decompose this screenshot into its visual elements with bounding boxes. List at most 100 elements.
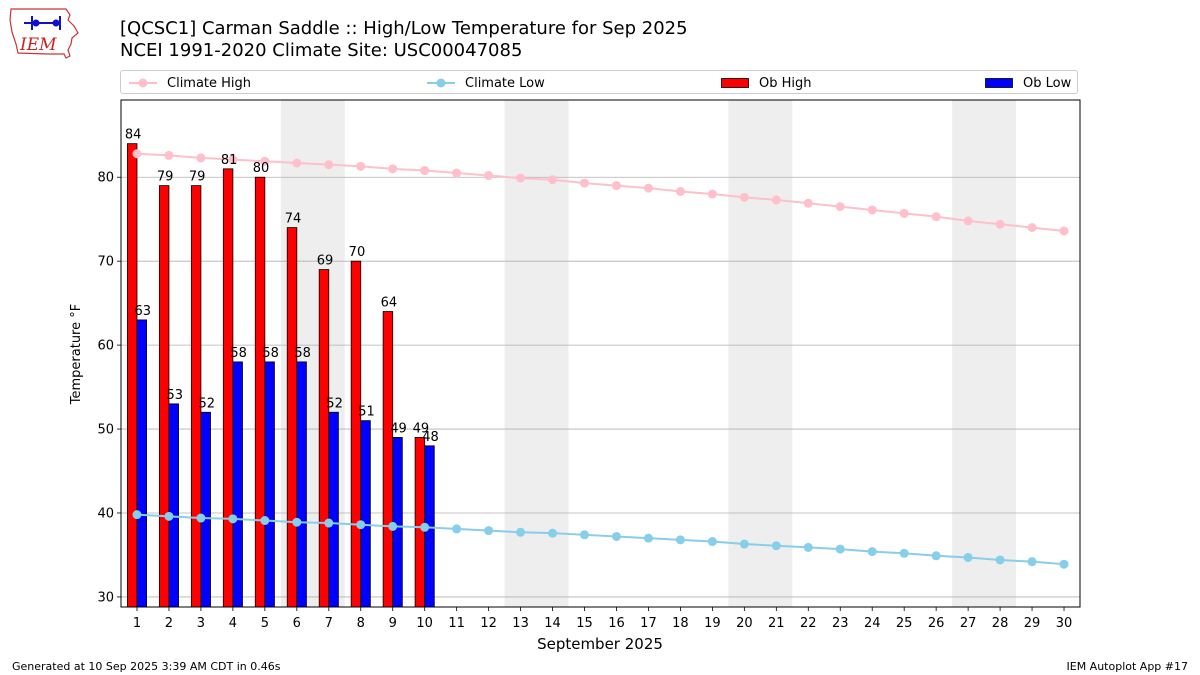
x-tick-label: 16 <box>608 616 625 631</box>
ob-high-bar <box>414 437 426 608</box>
ob-high-value-label: 80 <box>253 161 270 176</box>
climate-low-point <box>228 514 238 524</box>
x-axis-label: September 2025 <box>537 635 663 653</box>
x-tick-label: 21 <box>768 616 785 631</box>
legend-swatch <box>985 78 1013 88</box>
climate-high-point <box>228 155 238 165</box>
x-tick-label: 19 <box>704 616 721 631</box>
ob-high-bar <box>126 143 138 608</box>
climate-high-point <box>132 149 142 159</box>
climate-low-point <box>452 524 462 534</box>
climate-low-point <box>675 535 685 545</box>
climate-high-point <box>931 212 941 222</box>
climate-high-point <box>516 173 526 183</box>
ob-low-bar <box>360 420 371 608</box>
ob-high-value-label: 69 <box>317 254 334 269</box>
ob-high-value-label: 84 <box>125 128 142 143</box>
legend-label: Climate High <box>167 75 252 91</box>
x-tick-label: 5 <box>261 616 269 631</box>
climate-high-point <box>548 175 558 185</box>
ob-low-value-label: 52 <box>326 396 343 411</box>
x-tick-label: 14 <box>544 616 561 631</box>
ob-low-bar <box>200 411 211 608</box>
ob-low-value-label: 58 <box>262 346 279 361</box>
climate-low-point <box>707 537 717 547</box>
x-tick-label: 13 <box>512 616 529 631</box>
climate-high-point <box>963 216 973 226</box>
legend-item-climate-high: Climate High <box>129 74 251 92</box>
x-tick-label: 22 <box>800 616 817 631</box>
logo-text: IEM <box>19 35 57 55</box>
climate-low-point <box>356 520 366 530</box>
x-tick-label: 26 <box>928 616 945 631</box>
ob-low-value-label: 48 <box>422 430 439 445</box>
climate-high-point <box>580 178 590 188</box>
weekend-shade <box>728 100 793 607</box>
climate-high-point <box>1059 226 1069 236</box>
x-tick-label: 15 <box>576 616 593 631</box>
ob-low-bar <box>328 411 339 608</box>
climate-low-point <box>739 539 749 549</box>
x-tick-label: 17 <box>640 616 657 631</box>
ob-low-bar <box>296 361 307 608</box>
chart-subtitle: NCEI 1991-2020 Climate Site: USC00047085 <box>120 40 523 61</box>
weather-station-icon <box>24 16 61 30</box>
ob-high-bar <box>286 227 298 608</box>
climate-high-point <box>1027 223 1037 233</box>
climate-high-point <box>707 189 717 199</box>
climate-high-point <box>356 161 366 171</box>
ob-high-bar <box>382 311 394 608</box>
climate-low-point <box>484 526 494 536</box>
climate-low-point <box>899 548 909 558</box>
climate-low-point <box>548 528 558 538</box>
x-tick-label: 7 <box>325 616 333 631</box>
x-tick-label: 18 <box>672 616 689 631</box>
app-credit: IEM Autoplot App #17 <box>1066 660 1189 673</box>
ob-high-bar <box>222 168 234 608</box>
ob-low-value-label: 49 <box>390 421 407 436</box>
legend-swatch <box>721 78 749 88</box>
legend-item-ob-high: Ob High <box>721 74 812 92</box>
climate-high-line <box>136 152 1065 232</box>
climate-high-point <box>324 160 334 170</box>
climate-high-point <box>196 153 206 163</box>
ob-high-value-label: 79 <box>189 170 206 185</box>
x-tick-label: 3 <box>197 616 205 631</box>
climate-low-point <box>931 551 941 561</box>
climate-high-point <box>995 219 1005 229</box>
ob-low-value-label: 63 <box>135 304 152 319</box>
x-tick-label: 12 <box>480 616 497 631</box>
legend-label: Climate Low <box>465 75 545 91</box>
climate-low-point <box>995 555 1005 565</box>
climate-low-point <box>324 518 334 528</box>
ob-low-value-label: 52 <box>198 396 215 411</box>
y-axis-label: Temperature °F <box>69 304 84 405</box>
x-tick-label: 11 <box>448 616 465 631</box>
legend-label: Ob High <box>759 75 812 91</box>
y-tick-label: 70 <box>97 255 114 270</box>
x-tick-label: 23 <box>832 616 849 631</box>
climate-low-point <box>611 531 621 541</box>
legend-line-marker <box>129 78 157 88</box>
ob-high-value-label: 79 <box>157 170 174 185</box>
ob-low-value-label: 58 <box>294 346 311 361</box>
climate-high-point <box>867 205 877 215</box>
ob-high-value-label: 81 <box>221 153 238 168</box>
y-tick-label: 80 <box>97 171 114 186</box>
ob-low-bar <box>136 319 147 608</box>
ob-high-value-label: 70 <box>349 245 366 260</box>
climate-low-point <box>580 530 590 540</box>
generated-timestamp: Generated at 10 Sep 2025 3:39 AM CDT in … <box>12 660 281 673</box>
climate-high-point <box>803 198 813 208</box>
climate-low-line <box>136 513 1065 566</box>
ob-low-bar <box>232 361 243 608</box>
climate-low-point <box>1027 557 1037 567</box>
ob-low-bar <box>264 361 275 608</box>
x-tick-label: 28 <box>992 616 1009 631</box>
climate-low-point <box>388 521 398 531</box>
climate-low-point <box>516 527 526 537</box>
climate-high-point <box>420 166 430 176</box>
climate-high-point <box>643 183 653 193</box>
climate-low-point <box>132 510 142 520</box>
climate-low-point <box>292 517 302 527</box>
